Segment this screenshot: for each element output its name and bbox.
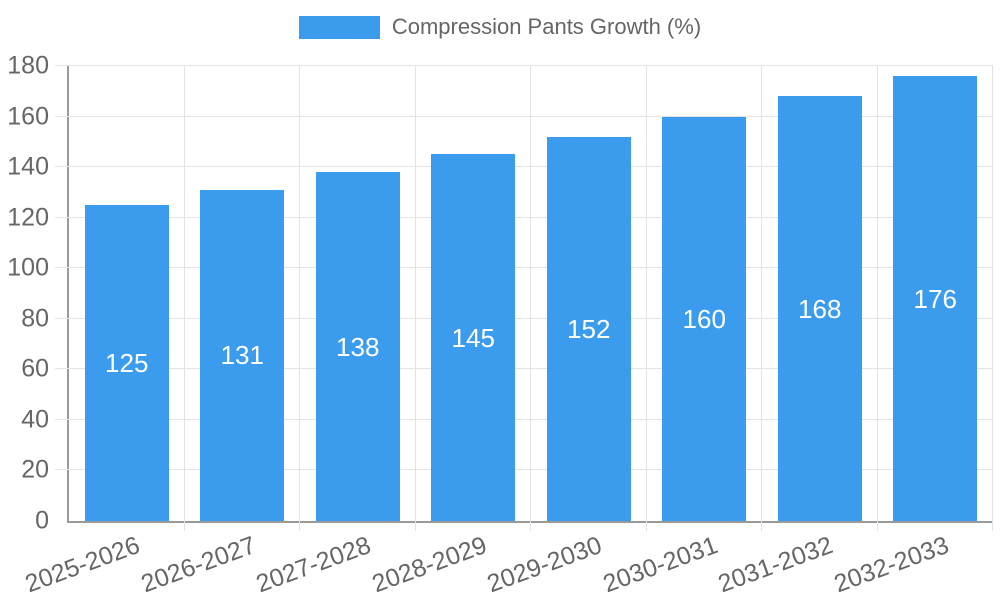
gridline-vertical	[414, 66, 416, 531]
y-axis-tick-label: 160	[7, 102, 49, 131]
x-axis-tick-label: 2031-2032	[714, 531, 837, 599]
x-axis-tick-label: 2027-2028	[252, 531, 375, 599]
gridline-horizontal	[55, 469, 993, 471]
gridline-vertical	[876, 66, 878, 531]
plot-area: 0 20 40 60 80 100 120 140 160 180 125 2025-2026 131 2…	[7, 53, 993, 598]
y-axis-tick-label: 100	[7, 253, 49, 282]
bar-value-label: 168	[798, 293, 842, 324]
y-axis-tick-label: 60	[21, 354, 49, 383]
bar	[662, 116, 747, 521]
legend-label: Compression Pants Growth (%)	[391, 14, 702, 39]
y-axis-tick-label: 180	[7, 51, 49, 80]
x-axis-tick-label: 2026-2027	[137, 531, 260, 599]
gridline-vertical	[645, 66, 647, 531]
bar	[315, 172, 400, 521]
y-axis-tick-label: 20	[21, 455, 49, 484]
gridline-vertical	[530, 66, 531, 531]
x-axis-tick-label: 2029-2030	[483, 531, 606, 599]
gridline-horizontal	[55, 317, 993, 319]
bar-value-label: 125	[105, 348, 149, 379]
legend: Compression Pants Growth (%)	[0, 14, 1000, 40]
x-axis-tick-label: 2032-2033	[830, 531, 953, 599]
bar-value-label: 160	[682, 303, 726, 334]
gridline-vertical	[761, 66, 762, 531]
gridline-horizontal	[55, 368, 993, 370]
gridline-horizontal	[55, 216, 993, 218]
bar	[893, 76, 978, 521]
bar-value-label: 131	[220, 340, 264, 371]
gridline-horizontal	[55, 267, 993, 269]
x-axis-tick-label: 2030-2031	[599, 531, 722, 599]
gridline-horizontal	[55, 418, 993, 420]
x-axis-tick-label: 2025-2026	[21, 531, 144, 599]
gridline-vertical	[299, 66, 300, 531]
bar	[777, 96, 862, 521]
y-axis-tick-label: 80	[21, 304, 49, 333]
gridline-horizontal	[55, 115, 993, 117]
gridline-vertical	[992, 66, 993, 531]
y-axis-tick-label: 40	[21, 405, 49, 434]
bar	[431, 154, 516, 521]
bar-value-label: 145	[451, 322, 495, 353]
y-axis-tick-label: 0	[35, 506, 49, 535]
bar	[200, 189, 285, 521]
y-axis-tick-label: 140	[7, 152, 49, 181]
gridline-vertical	[183, 66, 185, 531]
bar-value-label: 152	[567, 313, 611, 344]
bar	[84, 205, 169, 521]
legend-swatch	[298, 15, 380, 39]
bar-value-label: 138	[336, 331, 380, 362]
gridline-horizontal	[55, 166, 993, 168]
gridline-horizontal	[55, 65, 993, 66]
bar-value-label: 176	[913, 283, 957, 314]
x-axis-tick-label: 2028-2029	[368, 531, 491, 599]
bar	[546, 136, 631, 521]
y-axis-tick-label: 120	[7, 203, 49, 232]
